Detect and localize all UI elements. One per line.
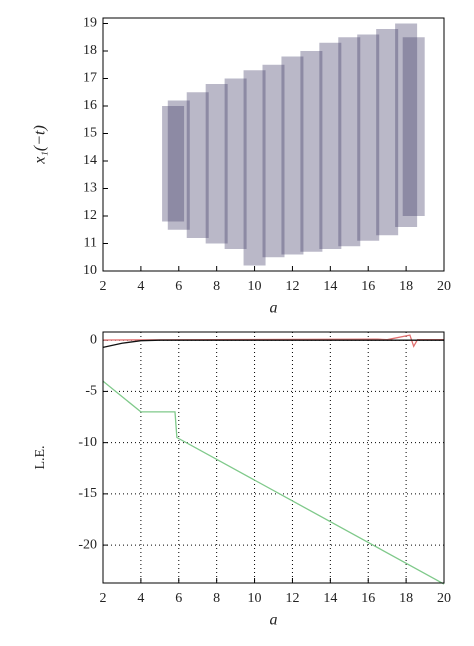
range-band [376,29,399,236]
y-tick-label: 12 [83,208,97,223]
x-tick-label: 20 [437,591,451,606]
y-tick-label: -5 [85,384,97,399]
x-tick-label: 6 [175,591,182,606]
y-tick-label: -10 [78,435,97,450]
x-tick-label: 16 [361,279,375,294]
range-band [300,51,323,252]
y-tick-label: 15 [83,126,97,141]
line [102,380,445,585]
range-band [357,34,380,241]
x-axis-label: a [270,300,278,317]
x-axis-label: a [270,612,278,629]
x-tick-label: 4 [137,279,144,294]
y-tick-label: 19 [83,16,97,31]
y-tick-label: 18 [83,43,97,58]
range-band [338,37,361,247]
x-tick-label: 6 [175,279,182,294]
x-tick-label: 2 [100,591,107,606]
range-band [281,56,304,255]
range-band [205,84,228,244]
range-band [319,42,342,249]
x-tick-label: 14 [323,279,337,294]
line [102,339,444,349]
y-tick-label: 0 [90,332,97,347]
y-tick-label: 16 [83,98,97,113]
y-tick-label: 17 [83,71,97,86]
x-tick-label: 10 [248,279,262,294]
x-tick-label: 14 [323,591,337,606]
x-tick-label: 20 [437,279,451,294]
range-band [262,64,285,258]
x-tick-label: 4 [137,591,144,606]
x-tick-label: 12 [285,591,299,606]
x-tick-label: 18 [399,591,413,606]
x-tick-label: 10 [248,591,262,606]
y-tick-label: -20 [78,537,97,552]
range-band [167,100,190,230]
y-axis-label: L.E. [33,445,48,469]
x-tick-label: 16 [361,591,375,606]
y-tick-label: 10 [83,263,97,278]
range-band [243,70,266,266]
y-tick-label: 14 [83,153,97,168]
x-tick-label: 8 [213,279,220,294]
y-tick-label: 13 [83,181,97,196]
x-tick-label: 18 [399,279,413,294]
y-axis-label: x₁(−t) [32,125,49,165]
range-band [224,78,247,249]
range-band [402,37,425,216]
plot-frame [102,17,445,272]
y-tick-label: -15 [78,486,97,501]
x-tick-label: 12 [285,279,299,294]
x-tick-label: 2 [100,279,107,294]
plot-frame [102,331,445,584]
range-band [162,106,185,222]
range-band [395,23,418,227]
range-band [186,92,209,238]
y-tick-label: 11 [84,236,97,251]
x-tick-label: 8 [213,591,220,606]
